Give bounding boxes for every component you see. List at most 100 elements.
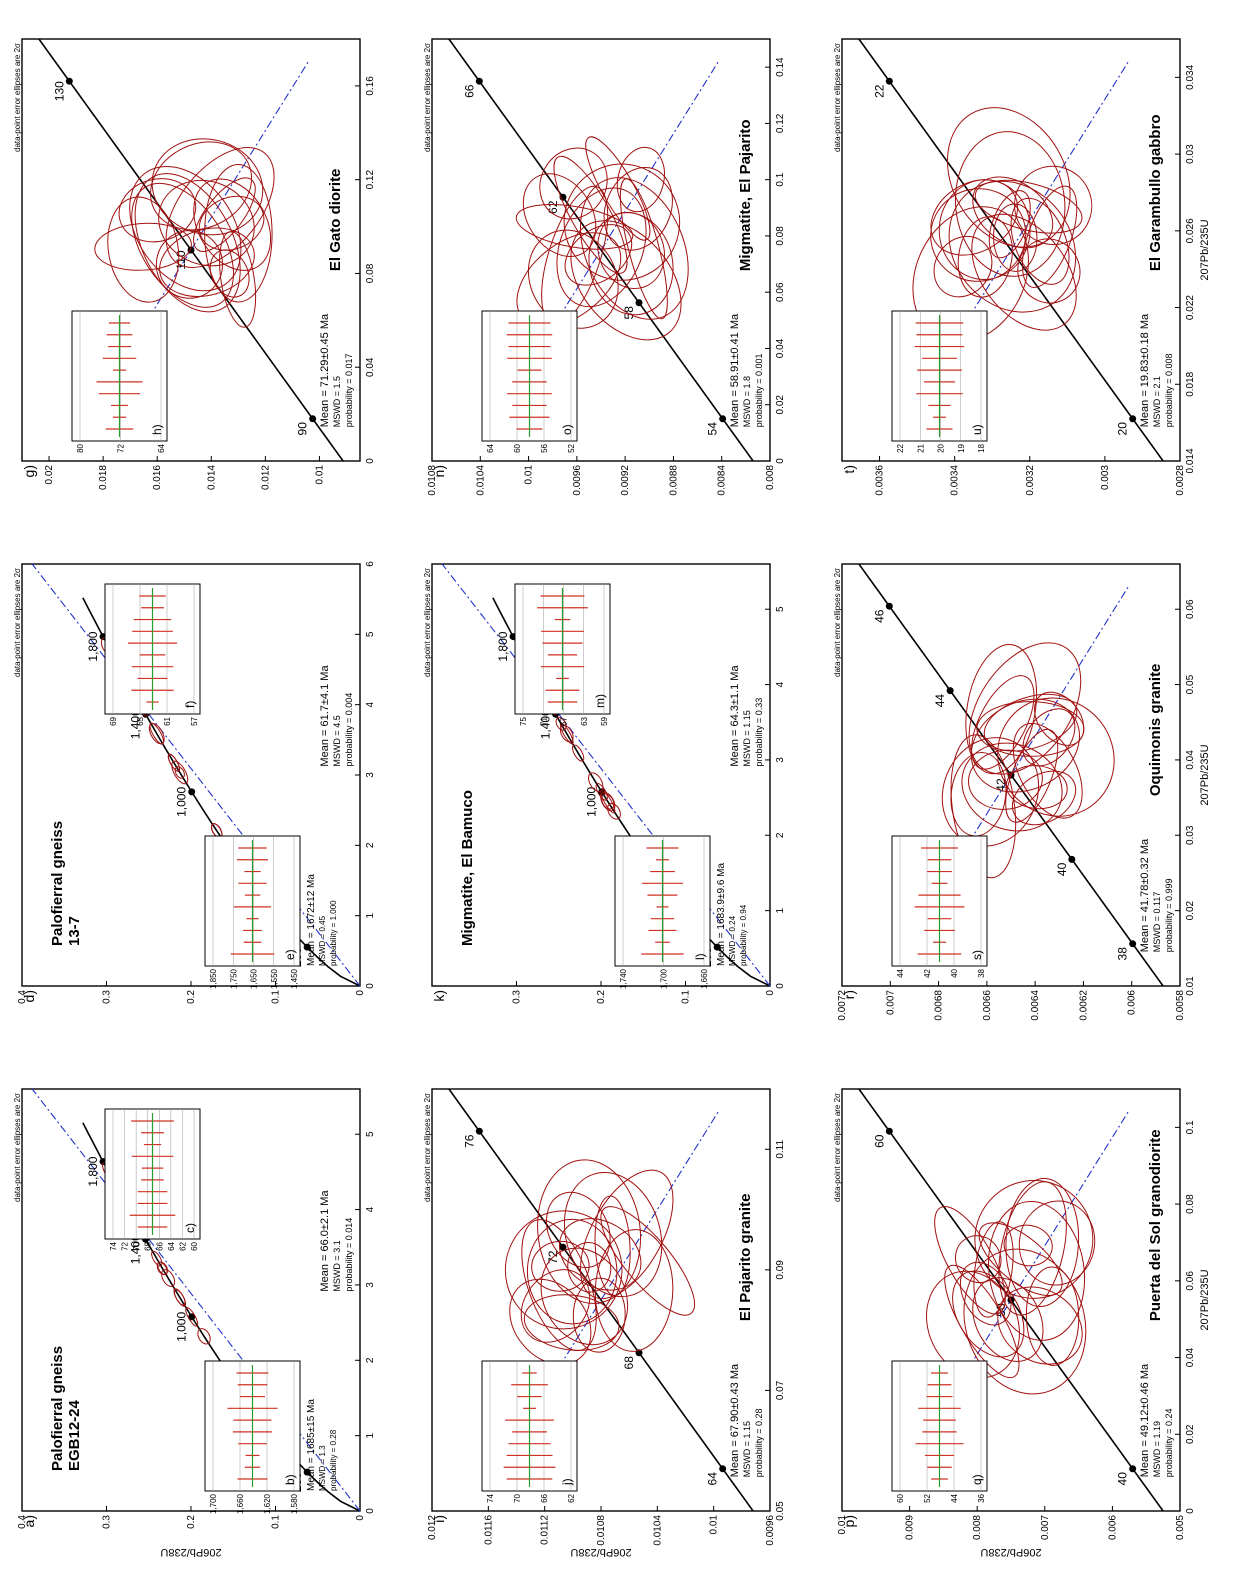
age-label: 62 [546, 200, 560, 214]
error-ellipse [957, 216, 1013, 298]
x-tick-label: 1 [365, 1432, 376, 1438]
inset-tick-label: 22 [896, 443, 905, 452]
panel-n: 0 0.02 0.04 0.06 0.08 0.1 0.12 0.14 0.008 0.0084 0… [423, 38, 786, 496]
age-marker [188, 1313, 196, 1321]
x-tick-label: 0.04 [1185, 750, 1196, 770]
y-tick-label: 0.008 [972, 1515, 983, 1540]
age-label: 68 [622, 1356, 636, 1370]
y-tick-label: 0.02 [44, 465, 55, 485]
inset-label: b) [283, 1474, 297, 1485]
inset-tick-label: 63 [580, 716, 589, 725]
inset-tick-label: 1,700 [209, 1493, 218, 1514]
age-label: 44 [933, 694, 947, 708]
x-tick-label: 0.1 [1185, 1120, 1196, 1134]
panel-title: El Pajarito granite [737, 1194, 754, 1322]
inset-label: s) [970, 950, 984, 960]
age-marker [475, 1127, 483, 1135]
inset-tick-label: 1,700 [660, 968, 669, 989]
inset-tick-label: 56 [540, 443, 549, 452]
error-ellipse [1010, 197, 1070, 285]
ellipse-note: data-point error ellipses are 2σ [833, 43, 842, 152]
inset-label: c) [183, 1223, 197, 1233]
panel-title: Palofierral gneiss [49, 1346, 66, 1471]
error-ellipse [185, 1307, 199, 1327]
x-tick-label: 0.06 [1185, 599, 1196, 619]
inset-tick-label: 66 [540, 1493, 549, 1502]
x-tick-label: 0.09 [775, 1260, 786, 1280]
inset-label: e) [283, 949, 297, 960]
panel-title: Migmatite, El Pajarito [737, 119, 754, 271]
y-tick-label: 0.1 [271, 1515, 282, 1529]
inset-tick-label: 64 [167, 1241, 176, 1250]
age-label: 60 [872, 1134, 886, 1148]
x-tick-label: 6 [365, 561, 376, 567]
panel-letter: k) [431, 990, 447, 1002]
error-ellipse [948, 180, 1077, 313]
inset-label: h) [150, 424, 164, 435]
error-ellipse [155, 230, 224, 299]
error-ellipse [151, 1250, 163, 1267]
age-label: 1,000 [175, 1312, 189, 1342]
mean-age: Mean = 71.29±0.45 Ma [319, 313, 331, 427]
inset-mean: Mean = 1683.9±9.6 Ma [716, 863, 727, 966]
panel-letter: r) [841, 990, 857, 999]
inset-j: 74 70 66 62 j) [481, 1360, 578, 1503]
inset-c: 74 72 70 68 66 64 62 60 c) [104, 1108, 201, 1251]
age-marker [303, 1468, 311, 1476]
inset-tick-label: 69 [109, 716, 118, 725]
plot-frame [21, 38, 361, 462]
x-tick-label: 4 [365, 701, 376, 707]
inset-tick-label: 74 [109, 1241, 118, 1250]
age-marker [65, 77, 73, 85]
age-label: 1,000 [175, 787, 189, 817]
x-tick-label: 0 [365, 458, 376, 464]
age-marker [885, 77, 893, 85]
error-ellipse [167, 753, 181, 772]
error-ellipse [600, 789, 616, 814]
error-ellipse [219, 231, 257, 328]
x-tick-label: 0.014 [1185, 448, 1196, 473]
error-ellipse [594, 1229, 674, 1352]
panel-i: 0.05 0.07 0.09 0.11 0.0096 0.01 0.0104 0.0108 0.… [423, 1088, 786, 1558]
error-ellipse [1018, 1200, 1096, 1286]
inset-l: 1,740 1,700 1,660 l) Mean = 1683.9±9.6 Ma MSW… [614, 835, 748, 989]
probability: probability = 0.33 [754, 698, 764, 767]
x-tick-label: 5 [365, 1131, 376, 1137]
error-ellipse [1012, 722, 1083, 819]
error-ellipse [1003, 1224, 1053, 1267]
y-tick-label: 0.01 [314, 465, 325, 485]
panel-letter: d) [21, 990, 37, 1002]
y-tick-label: 0 [765, 990, 776, 996]
age-label: 22 [872, 84, 886, 98]
mean-age: Mean = 41.78±0.32 Ma [1139, 838, 1151, 952]
x-tick-label: 0.16 [365, 76, 376, 96]
discordia-line [441, 563, 771, 987]
inset-mean: Mean = 1672±12 Ma [306, 874, 317, 966]
x-tick-label: 0.14 [775, 57, 786, 77]
panel-k: 0 1 2 3 4 5 0 0.1 0.2 0.3 k) data-point error ellip… [423, 563, 786, 1004]
error-ellipse [171, 760, 189, 785]
x-tick-label: 0.04 [1185, 1347, 1196, 1367]
y-tick-label: 0.4 [17, 990, 28, 1004]
age-marker [713, 943, 721, 951]
x-tick-label: 0 [775, 458, 786, 464]
ellipse-note: data-point error ellipses are 2σ [833, 1093, 842, 1202]
y-tick-label: 0.3 [102, 1515, 113, 1529]
x-tick-label: 1 [775, 907, 786, 913]
y-tick-label: 0.0112 [540, 1515, 551, 1545]
error-ellipse [556, 187, 647, 308]
error-ellipse [972, 176, 1054, 249]
inset-tick-label: 40 [950, 968, 959, 977]
age-marker [1129, 940, 1137, 948]
error-ellipse [954, 131, 1066, 277]
concordia-curve [858, 38, 1164, 462]
mean-age: Mean = 19.83±0.18 Ma [1139, 313, 1151, 427]
concordia-curve [448, 38, 754, 462]
inset-tick-label: 60 [896, 1493, 905, 1502]
x-tick-label: 4 [775, 681, 786, 687]
x-axis-label: 207Pb/235U [1199, 744, 1211, 805]
error-ellipse [968, 749, 1043, 810]
inset-tick-label: 80 [76, 443, 85, 452]
ellipse-note: data-point error ellipses are 2σ [833, 568, 842, 677]
age-label: 130 [52, 81, 66, 101]
